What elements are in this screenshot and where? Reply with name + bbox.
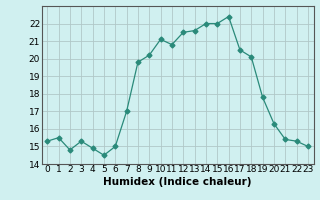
X-axis label: Humidex (Indice chaleur): Humidex (Indice chaleur)	[103, 177, 252, 187]
